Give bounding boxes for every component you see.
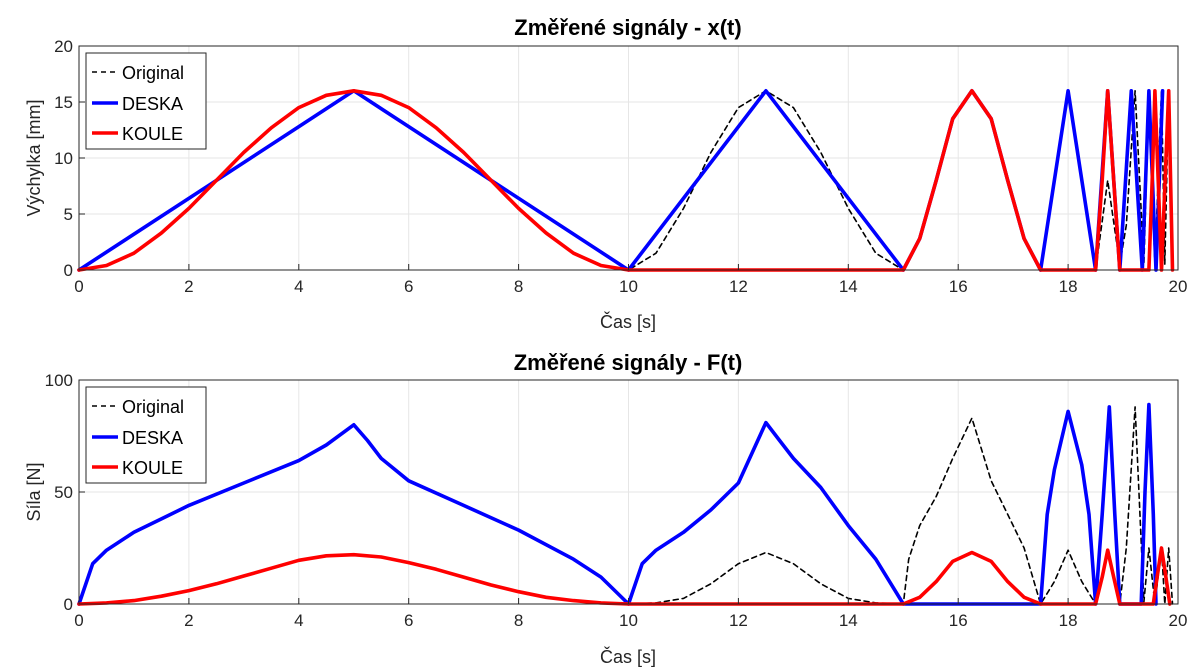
x-tick-label: 4	[294, 277, 303, 296]
grid	[78, 379, 1179, 605]
series-line-koule	[77, 546, 1172, 606]
x-tick-label: 8	[514, 277, 523, 296]
legend-label-koule: KOULE	[122, 124, 183, 144]
x-tick-label: 14	[839, 611, 858, 630]
chart-title: Změřené signály - F(t)	[514, 350, 743, 375]
legend-label-koule: KOULE	[122, 458, 183, 478]
x-tick-label: 20	[1169, 611, 1188, 630]
x-tick-label: 6	[404, 611, 413, 630]
series-line-deska	[77, 89, 1165, 272]
series-line-deska	[77, 402, 1158, 606]
legend-label-original: Original	[122, 63, 184, 83]
y-tick-label: 15	[54, 93, 73, 112]
series-line-original	[78, 90, 1174, 271]
y-axis-label: Výchylka [mm]	[24, 99, 44, 216]
x-tick-label: 14	[839, 277, 858, 296]
legend-label-deska: DESKA	[122, 428, 183, 448]
y-axis-label: Síla [N]	[24, 462, 44, 521]
y-tick-label: 5	[64, 205, 73, 224]
legend-label-original: Original	[122, 397, 184, 417]
chart-ft: Změřené signály - F(t) 0 2 4 6 8 10 12 14 16 18 20…	[24, 350, 1187, 667]
x-axis-label: Čas [s]	[600, 311, 656, 332]
x-tick-label: 12	[729, 611, 748, 630]
y-tick-label: 50	[54, 483, 73, 502]
y-tick-label: 0	[64, 595, 73, 614]
x-tick-label: 18	[1059, 611, 1078, 630]
legend: Original DESKA KOULE	[85, 52, 207, 150]
x-tick-label: 18	[1059, 277, 1078, 296]
x-tick-label: 10	[619, 277, 638, 296]
x-tick-label: 2	[184, 277, 193, 296]
y-tick-label: 20	[54, 37, 73, 56]
chart-xt: Změřené signály - x(t) 0 2 4 6 8 10 12 14 16 18 20…	[24, 15, 1187, 332]
x-tick-label: 16	[949, 277, 968, 296]
grid	[78, 45, 1179, 271]
tick-labels: 0 2 4 6 8 10 12 14 16 18 20 0 50 100	[45, 371, 1188, 630]
y-tick-label: 10	[54, 149, 73, 168]
legend: Original DESKA KOULE	[85, 386, 207, 484]
series-line-original	[627, 406, 1174, 605]
x-tick-label: 2	[184, 611, 193, 630]
x-tick-label: 20	[1169, 277, 1188, 296]
series-line-koule	[77, 89, 1175, 272]
x-tick-label: 8	[514, 611, 523, 630]
x-tick-label: 0	[74, 611, 83, 630]
x-tick-label: 6	[404, 277, 413, 296]
x-tick-label: 0	[74, 277, 83, 296]
legend-label-deska: DESKA	[122, 94, 183, 114]
tick-labels: 0 2 4 6 8 10 12 14 16 18 20 0 5 10 15 20	[54, 37, 1187, 296]
y-tick-label: 100	[45, 371, 73, 390]
x-tick-label: 16	[949, 611, 968, 630]
y-tick-label: 0	[64, 261, 73, 280]
chart-title: Změřené signály - x(t)	[514, 15, 741, 40]
x-tick-label: 4	[294, 611, 303, 630]
x-tick-label: 12	[729, 277, 748, 296]
x-tick-label: 10	[619, 611, 638, 630]
x-axis-label: Čas [s]	[600, 646, 656, 667]
series-layer	[77, 89, 1175, 272]
series-layer	[77, 402, 1174, 606]
